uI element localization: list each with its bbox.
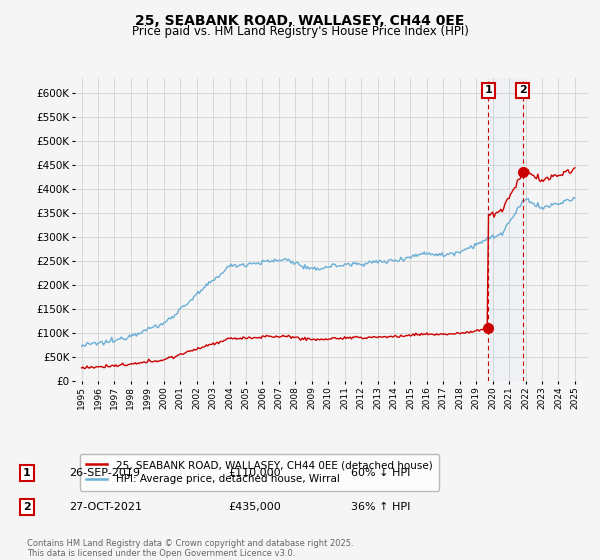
Text: 25, SEABANK ROAD, WALLASEY, CH44 0EE: 25, SEABANK ROAD, WALLASEY, CH44 0EE xyxy=(136,14,464,28)
Text: £110,000: £110,000 xyxy=(228,468,281,478)
Text: 2: 2 xyxy=(23,502,31,512)
Text: Contains HM Land Registry data © Crown copyright and database right 2025.
This d: Contains HM Land Registry data © Crown c… xyxy=(27,539,353,558)
Text: £435,000: £435,000 xyxy=(228,502,281,512)
Text: 1: 1 xyxy=(484,85,492,95)
Text: 2: 2 xyxy=(518,85,526,95)
Legend: 25, SEABANK ROAD, WALLASEY, CH44 0EE (detached house), HPI: Average price, detac: 25, SEABANK ROAD, WALLASEY, CH44 0EE (de… xyxy=(80,454,439,491)
Text: 26-SEP-2019: 26-SEP-2019 xyxy=(69,468,140,478)
Text: 27-OCT-2021: 27-OCT-2021 xyxy=(69,502,142,512)
Text: 36% ↑ HPI: 36% ↑ HPI xyxy=(351,502,410,512)
Bar xyxy=(488,78,523,381)
Text: Price paid vs. HM Land Registry's House Price Index (HPI): Price paid vs. HM Land Registry's House … xyxy=(131,25,469,38)
Text: 60% ↓ HPI: 60% ↓ HPI xyxy=(351,468,410,478)
Text: 1: 1 xyxy=(23,468,31,478)
